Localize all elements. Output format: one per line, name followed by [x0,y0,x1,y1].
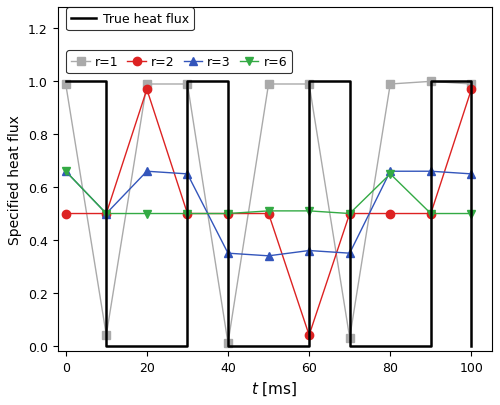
r=1 [388,82,394,87]
True heat flux [104,80,110,85]
r=6 [468,211,474,216]
r=2 [144,87,150,92]
r=3 [104,211,110,216]
r=2 [346,211,352,216]
Y-axis label: Specified heat flux: Specified heat flux [8,115,22,245]
True heat flux [184,343,190,348]
r=6 [144,211,150,216]
r=3 [306,249,312,254]
True heat flux [184,80,190,85]
r=3 [225,251,231,256]
r=3 [62,169,68,174]
True heat flux [346,80,352,85]
r=1 [62,82,68,87]
True heat flux [306,80,312,85]
r=2 [104,211,110,216]
r=3 [428,169,434,174]
r=6 [225,211,231,216]
True heat flux [468,80,474,85]
r=2 [266,211,272,216]
r=1 [266,82,272,87]
Line: r=2: r=2 [62,86,476,339]
True heat flux [225,80,231,85]
r=2 [62,211,68,216]
r=2 [468,87,474,92]
r=2 [428,211,434,216]
r=1 [428,80,434,85]
True heat flux [428,343,434,348]
r=6 [388,172,394,177]
r=3 [468,172,474,177]
Line: r=6: r=6 [62,168,476,218]
r=6 [62,169,68,174]
r=1 [346,335,352,340]
r=2 [306,333,312,338]
r=1 [306,82,312,87]
r=2 [184,211,190,216]
r=3 [266,254,272,259]
True heat flux [225,343,231,348]
r=3 [144,169,150,174]
r=3 [346,251,352,256]
r=1 [104,333,110,338]
r=6 [306,209,312,214]
r=2 [225,211,231,216]
r=6 [266,209,272,214]
True heat flux [428,80,434,85]
r=6 [104,211,110,216]
True heat flux [62,80,68,85]
r=1 [225,341,231,345]
X-axis label: $t$ [ms]: $t$ [ms] [252,379,298,396]
True heat flux [306,343,312,348]
r=1 [144,82,150,87]
True heat flux [468,343,474,348]
Line: True heat flux: True heat flux [66,82,472,346]
True heat flux [104,343,110,348]
r=6 [346,211,352,216]
r=1 [184,82,190,87]
r=2 [388,211,394,216]
Line: r=1: r=1 [62,78,476,347]
r=6 [184,211,190,216]
Line: r=3: r=3 [62,168,476,260]
True heat flux [346,343,352,348]
r=1 [468,82,474,87]
r=3 [388,169,394,174]
Legend: r=1, r=2, r=3, r=6: r=1, r=2, r=3, r=6 [66,51,292,74]
True heat flux [62,80,68,85]
r=3 [184,172,190,177]
r=6 [428,211,434,216]
